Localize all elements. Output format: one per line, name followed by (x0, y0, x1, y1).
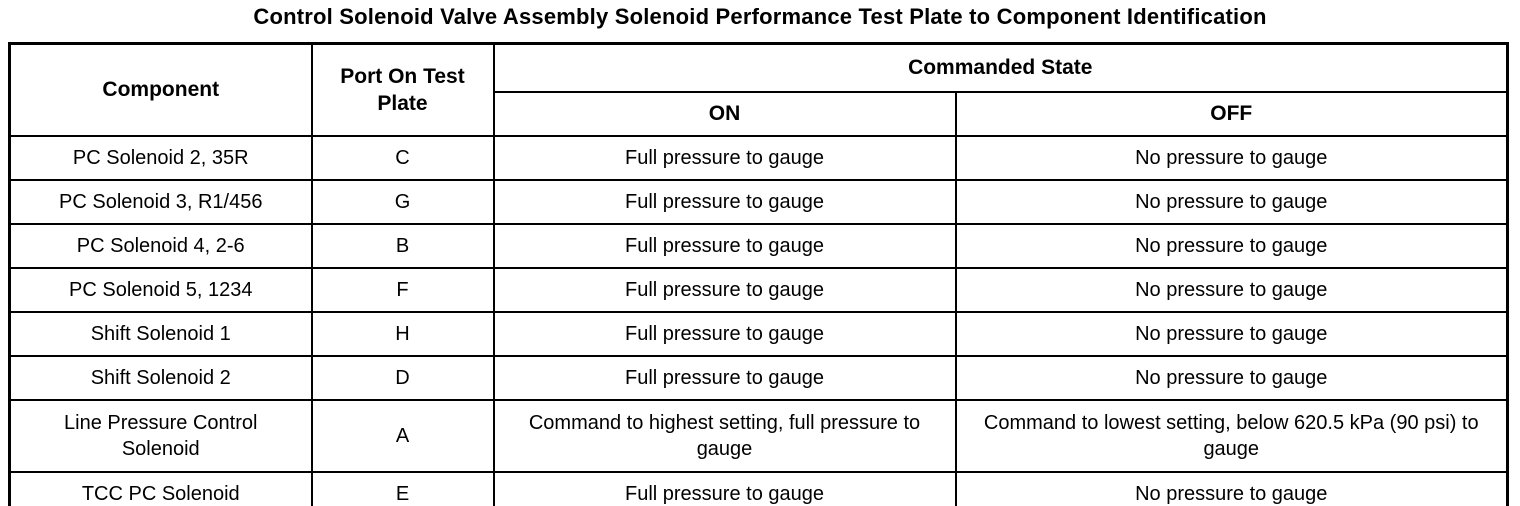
cell-port: F (310, 267, 495, 313)
table-row: PC Solenoid 4, 2-6 B Full pressure to ga… (8, 223, 1509, 269)
table-row: PC Solenoid 3, R1/456 G Full pressure to… (8, 179, 1509, 225)
column-header-on: ON (492, 91, 957, 137)
cell-off-state: No pressure to gauge (954, 471, 1509, 506)
table-row: TCC PC Solenoid E Full pressure to gauge… (8, 471, 1509, 506)
table-row: PC Solenoid 5, 1234 F Full pressure to g… (8, 267, 1509, 313)
column-header-commanded-state: Commanded State (492, 42, 1509, 93)
cell-off-state: No pressure to gauge (954, 135, 1509, 181)
table-row: Line Pressure Control Solenoid A Command… (8, 399, 1509, 473)
cell-component: Shift Solenoid 2 (8, 355, 313, 401)
cell-port: G (310, 179, 495, 225)
cell-on-state: Full pressure to gauge (492, 135, 957, 181)
cell-off-state: No pressure to gauge (954, 179, 1509, 225)
cell-component: Shift Solenoid 1 (8, 311, 313, 357)
cell-on-state: Full pressure to gauge (492, 471, 957, 506)
cell-component: PC Solenoid 3, R1/456 (8, 179, 313, 225)
cell-on-state: Full pressure to gauge (492, 179, 957, 225)
column-header-component: Component (8, 42, 313, 137)
cell-on-state: Full pressure to gauge (492, 223, 957, 269)
cell-port: A (310, 399, 495, 473)
table-row: Shift Solenoid 1 H Full pressure to gaug… (8, 311, 1509, 357)
cell-component: TCC PC Solenoid (8, 471, 313, 506)
table-row: PC Solenoid 2, 35R C Full pressure to ga… (8, 135, 1509, 181)
cell-component: Line Pressure Control Solenoid (8, 399, 313, 473)
table-row: Shift Solenoid 2 D Full pressure to gaug… (8, 355, 1509, 401)
cell-component: PC Solenoid 4, 2-6 (8, 223, 313, 269)
cell-off-state: Command to lowest setting, below 620.5 k… (954, 399, 1509, 473)
cell-component: PC Solenoid 5, 1234 (8, 267, 313, 313)
header-row-sub: ON OFF (10, 91, 1509, 137)
column-header-off: OFF (954, 91, 1509, 137)
cell-port: H (310, 311, 495, 357)
cell-port: C (310, 135, 495, 181)
column-header-port-on-test-plate: Port On Test Plate (310, 42, 495, 137)
cell-off-state: No pressure to gauge (954, 267, 1509, 313)
cell-port: B (310, 223, 495, 269)
page-title: Control Solenoid Valve Assembly Solenoid… (253, 4, 1267, 29)
solenoid-performance-table: Component Port On Test Plate Commanded S… (8, 42, 1509, 506)
cell-port: E (310, 471, 495, 506)
cell-on-state: Full pressure to gauge (492, 267, 957, 313)
cell-off-state: No pressure to gauge (954, 355, 1509, 401)
cell-on-state: Command to highest setting, full pressur… (492, 399, 957, 473)
cell-on-state: Full pressure to gauge (492, 311, 957, 357)
cell-component: PC Solenoid 2, 35R (8, 135, 313, 181)
cell-off-state: No pressure to gauge (954, 311, 1509, 357)
cell-on-state: Full pressure to gauge (492, 355, 957, 401)
header-row-top: Component Port On Test Plate Commanded S… (8, 42, 1509, 137)
cell-off-state: No pressure to gauge (954, 223, 1509, 269)
cell-port: D (310, 355, 495, 401)
